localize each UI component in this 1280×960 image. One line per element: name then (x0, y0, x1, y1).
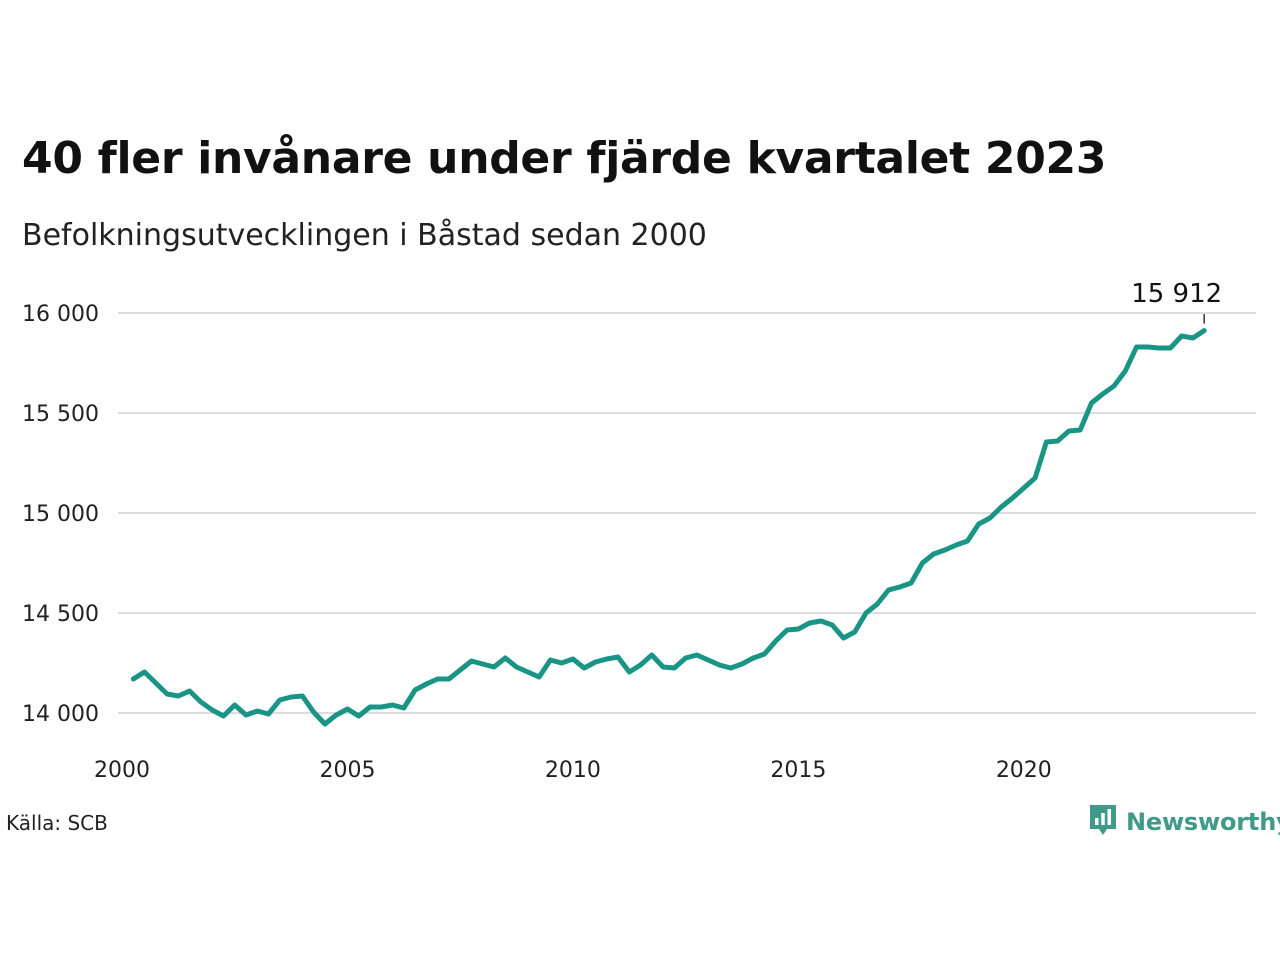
series-line-population (130, 328, 1207, 727)
x-tick-label: 2020 (996, 758, 1052, 783)
y-tick-label: 16 000 (22, 302, 99, 327)
newsworthy-logo-icon (1088, 803, 1118, 841)
annotation-layer: 15 912 (1131, 279, 1222, 324)
x-axis-ticks: 2000 2005 2010 2015 2020 (94, 758, 1052, 783)
gridlines (118, 312, 1256, 714)
last-value-label: 15 912 (1131, 279, 1222, 309)
y-tick-label: 15 500 (22, 402, 99, 427)
series-layer (130, 328, 1207, 727)
y-tick-label: 15 000 (22, 502, 99, 527)
x-tick-label: 2000 (94, 758, 150, 783)
chart-subtitle: Befolkningsutvecklingen i Båstad sedan 2… (22, 218, 707, 253)
y-axis-ticks: 14 000 14 500 15 000 15 500 16 000 (22, 302, 99, 727)
brand-name: Newsworthy (1126, 808, 1280, 836)
x-tick-label: 2005 (319, 758, 375, 783)
x-tick-label: 2010 (545, 758, 601, 783)
y-tick-label: 14 000 (22, 702, 99, 727)
source-note: Källa: SCB (6, 811, 108, 835)
brand-logo: Newsworthy (1088, 803, 1280, 841)
x-tick-label: 2015 (770, 758, 826, 783)
y-tick-label: 14 500 (22, 602, 99, 627)
chart-title: 40 fler invånare under fjärde kvartalet … (22, 133, 1107, 184)
